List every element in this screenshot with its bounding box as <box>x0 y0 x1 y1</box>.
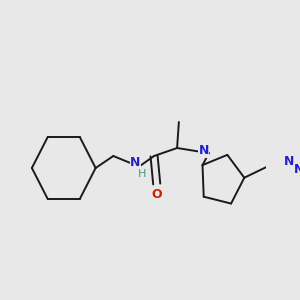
Text: H: H <box>137 169 146 179</box>
Text: N: N <box>199 145 209 158</box>
Text: N: N <box>284 155 295 168</box>
Text: N: N <box>130 155 141 169</box>
Text: O: O <box>152 188 162 200</box>
Text: H: H <box>293 169 300 179</box>
Text: N: N <box>294 163 300 176</box>
